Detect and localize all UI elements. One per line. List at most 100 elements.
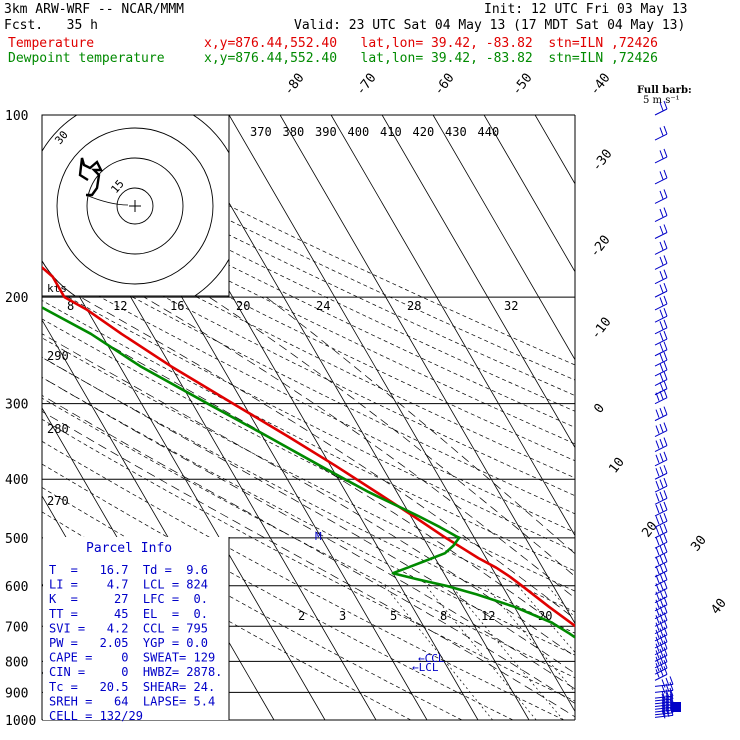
wind-barb-flag: [659, 525, 664, 534]
dewpoint-location: x,y=876.44,552.40 lat,lon= 39.42, -83.82…: [204, 51, 658, 66]
wind-barb-flag: [659, 309, 664, 318]
wind-barb-flag: [663, 422, 668, 431]
wind-barb-flag: [663, 371, 668, 380]
wind-barb-flag: [659, 667, 664, 677]
wind-barb: [654, 232, 668, 239]
dry-adiabat: [42, 282, 575, 552]
wind-barb-flag: [659, 503, 664, 512]
wind-barb: [654, 673, 668, 681]
mixing-ratio-label: 12: [481, 609, 495, 623]
isotherm-label: 0: [591, 401, 608, 416]
parcel-box-bg: [43, 537, 229, 720]
wind-barb-flag: [663, 361, 668, 371]
wind-barb-flag: [659, 241, 664, 251]
hodograph-ring: [116, 187, 154, 225]
forecast-hour: Fcst. 35 h: [4, 18, 98, 33]
wind-barb-flag: [663, 523, 668, 533]
wind-barb-flag: [659, 635, 664, 644]
parcel-info-line: CAPE = 0 SWEAT= 129: [49, 651, 215, 665]
wind-barb-flag: [659, 363, 664, 372]
wind-barb-flag: [659, 438, 664, 448]
wind-barb-flag: [659, 535, 664, 544]
mixing-ratio-line: [586, 586, 706, 720]
mixing-ratio-label: 3: [339, 609, 346, 623]
wind-barb: [654, 303, 668, 311]
wind-barb: [654, 551, 668, 559]
wind-barb: [654, 388, 668, 396]
isotherm-label: -30: [589, 147, 615, 175]
pressure-label-200: 200: [5, 291, 28, 306]
wind-barb: [654, 108, 668, 116]
wind-barb: [654, 619, 668, 627]
parcel-info-line: TT = 45 EL = 0.: [49, 607, 208, 621]
wind-barb-flag: [663, 341, 668, 350]
parcel-info-line: CIN = 0 HWBZ= 2878.: [49, 665, 222, 679]
wind-barb-flag: [663, 501, 668, 511]
wind-barb: [654, 430, 668, 437]
barb-legend-title: Full barb:: [637, 85, 692, 96]
wind-barb-flag: [663, 389, 668, 398]
mixing-ratio-label: 8: [440, 609, 447, 623]
wind-barb-flag: [659, 256, 664, 266]
wind-barb-flag: [663, 240, 668, 249]
wind-barb: [654, 133, 668, 141]
sounding-profiles: [42, 265, 575, 639]
wind-barb-flag: [655, 656, 660, 666]
wind-barb-flag: [661, 685, 666, 694]
wind-barb-flag: [655, 546, 660, 556]
moist-adiabat: [42, 410, 575, 718]
hodograph-storm-vector: [85, 194, 129, 206]
dry-adiabat: [42, 337, 575, 613]
wind-barb: [654, 369, 668, 377]
wind-barb: [654, 596, 668, 604]
wind-barb-flag: [669, 676, 674, 685]
dry-adiabat: [42, 440, 565, 720]
hodograph-trace: [78, 157, 103, 197]
wind-barb-flag: [663, 660, 668, 669]
wind-barb-flag: [663, 255, 668, 264]
moist-adiabat: [42, 376, 575, 690]
wind-barb-flag: [663, 330, 668, 340]
wind-barb-flag: [669, 690, 674, 700]
wind-barb-flag: [655, 622, 660, 631]
isotherm-label: -20: [587, 233, 613, 261]
pressure-label-400: 400: [5, 473, 28, 488]
wind-barb: [654, 397, 668, 405]
wind-barb-flag: [663, 553, 668, 562]
wind-barb-flag: [659, 613, 664, 622]
wind-barb: [654, 604, 668, 612]
isotherm-line: [534, 115, 575, 185]
dry-adiabat: [42, 377, 575, 656]
wind-barb-flag: [663, 666, 668, 675]
isotherm-label: -50: [509, 71, 535, 99]
wind-barb-flag: [663, 580, 668, 589]
isotherm-line: [381, 115, 575, 449]
isotherm-label: -80: [281, 71, 307, 99]
wind-barb-flag: [655, 629, 660, 639]
theta-side-label: 270: [47, 494, 69, 508]
wind-barb-flag: [659, 564, 664, 573]
wind-barb-flag: [661, 696, 666, 705]
wind-barb-flag: [663, 451, 668, 460]
wind-barb: [654, 641, 668, 649]
wind-barb: [654, 359, 668, 367]
dry-adiabat: [42, 418, 575, 702]
theta-side-label: 290: [47, 349, 69, 363]
wind-barb-flag: [663, 307, 668, 317]
wind-barb-flag: [659, 642, 664, 651]
wind-barb-flag: [661, 710, 666, 719]
wind-barb-flag: [663, 437, 668, 446]
wind-barb: [654, 247, 668, 255]
wind-barb: [654, 196, 668, 204]
wind-barb-flag: [659, 491, 664, 500]
parcel-info-line: Tc = 20.5 SHEAR= 24.: [49, 680, 215, 694]
wind-barb-flag: [659, 372, 664, 382]
wind-barb-flag: [663, 224, 668, 233]
wind-barb-flag: [659, 479, 664, 488]
isotherm-line: [330, 115, 575, 537]
theta-label: 430: [445, 125, 467, 139]
wind-barb-flag: [663, 512, 668, 522]
wind-barb-flag: [655, 454, 660, 463]
isotherm-line: [228, 115, 575, 713]
